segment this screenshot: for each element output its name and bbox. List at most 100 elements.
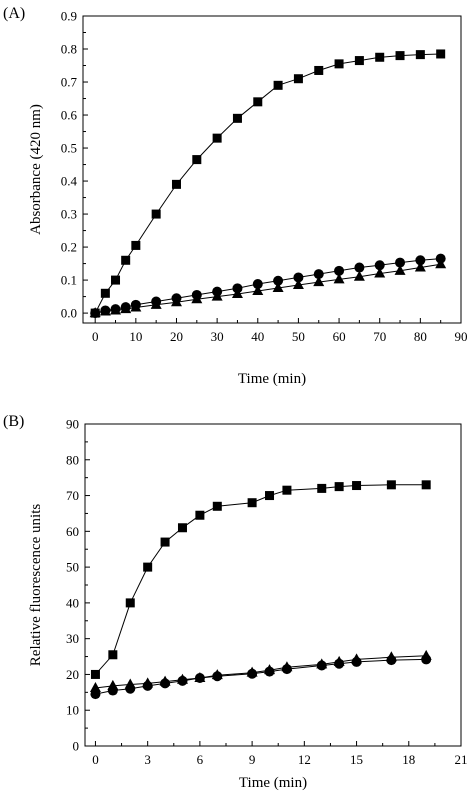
y-tick-label: 0.6 — [61, 108, 78, 123]
data-point — [170, 296, 182, 307]
series-line — [95, 258, 441, 314]
x-axis-title: Time (min) — [238, 371, 306, 387]
x-tick-label: 21 — [455, 752, 468, 767]
data-point — [334, 482, 344, 492]
data-point — [110, 304, 122, 315]
x-tick-label: 80 — [414, 329, 427, 344]
y-axis-title: Absorbance (420 nm) — [28, 104, 44, 235]
data-point — [282, 485, 292, 495]
data-point — [385, 651, 397, 662]
x-tick-label: 20 — [170, 329, 183, 344]
data-point — [89, 307, 101, 318]
x-tick-label: 3 — [144, 752, 151, 767]
x-tick-label: 40 — [251, 329, 264, 344]
panel-label: (B) — [3, 413, 24, 430]
data-point — [108, 650, 118, 660]
x-tick-label: 18 — [402, 752, 415, 767]
x-tick-label: 90 — [455, 329, 468, 344]
x-tick-label: 60 — [333, 329, 346, 344]
data-point — [281, 661, 293, 672]
data-point — [265, 491, 275, 501]
data-point — [436, 49, 446, 59]
data-point — [212, 501, 222, 511]
data-point — [151, 209, 161, 219]
data-point — [395, 51, 405, 61]
plot-frame — [84, 423, 462, 747]
data-point — [386, 480, 396, 490]
data-point — [374, 267, 386, 278]
y-tick-label: 70 — [66, 488, 79, 503]
data-point — [252, 284, 264, 295]
data-point — [124, 678, 136, 689]
data-point — [120, 303, 132, 314]
data-point — [314, 65, 324, 75]
data-point — [435, 258, 447, 269]
data-point — [253, 97, 263, 107]
x-axis-title: Time (min) — [239, 775, 307, 791]
y-tick-label: 0.0 — [61, 306, 77, 321]
data-point — [394, 264, 406, 275]
panel-label: (A) — [3, 5, 25, 22]
x-tick-label: 9 — [249, 752, 256, 767]
y-tick-label: 0.5 — [61, 141, 77, 156]
data-point — [142, 677, 154, 688]
data-point — [160, 537, 170, 547]
y-tick-label: 0.8 — [61, 42, 77, 57]
data-point — [333, 655, 345, 666]
y-axis-title: Relative fluorescence units — [28, 504, 44, 667]
data-point — [99, 305, 111, 316]
data-point — [351, 653, 363, 664]
data-point — [90, 669, 100, 679]
data-point — [125, 598, 135, 608]
data-point — [107, 679, 119, 690]
data-point — [246, 666, 258, 677]
data-point — [150, 298, 162, 309]
data-point — [247, 498, 257, 508]
data-point — [420, 649, 432, 660]
series-line — [95, 263, 441, 314]
data-point — [130, 301, 142, 312]
data-point — [334, 59, 344, 69]
data-point — [316, 658, 328, 669]
data-point — [176, 673, 188, 684]
data-point — [211, 290, 223, 301]
series-line — [94, 53, 441, 314]
data-point — [375, 52, 385, 62]
series-line — [95, 484, 427, 675]
data-point — [111, 275, 121, 285]
data-point — [293, 272, 304, 283]
y-tick-label: 30 — [66, 631, 79, 646]
data-point — [313, 269, 324, 280]
data-point — [354, 56, 364, 66]
y-tick-label: 80 — [66, 452, 79, 467]
data-point — [421, 480, 431, 490]
data-point — [252, 279, 263, 290]
data-point — [273, 80, 283, 90]
data-point — [211, 669, 223, 680]
y-tick-label: 0.3 — [61, 207, 77, 222]
data-point — [100, 288, 110, 298]
y-tick-label: 0.4 — [61, 174, 78, 189]
data-point — [192, 155, 202, 165]
data-point — [395, 257, 406, 268]
data-point — [333, 273, 345, 284]
data-point — [177, 523, 187, 533]
y-tick-label: 50 — [66, 560, 79, 575]
panel-a: (A) 0 10 20 30 40 50 60 70 80 90 0.0 0.1 0.2 0.3 0.4 0.5… — [3, 5, 468, 387]
data-point — [317, 483, 327, 493]
data-point — [272, 282, 284, 293]
data-point — [231, 287, 243, 298]
y-tick-label: 0.7 — [61, 75, 78, 90]
data-point — [415, 255, 426, 266]
data-point — [374, 260, 385, 271]
data-point — [191, 293, 203, 304]
x-tick-label: 0 — [92, 752, 99, 767]
x-tick-label: 10 — [129, 329, 142, 344]
data-point — [293, 74, 303, 84]
y-tick-label: 0.9 — [61, 9, 77, 24]
series-square — [90, 49, 446, 318]
data-point — [313, 276, 325, 287]
y-tick-label: 0.1 — [61, 273, 77, 288]
data-point — [334, 265, 345, 276]
